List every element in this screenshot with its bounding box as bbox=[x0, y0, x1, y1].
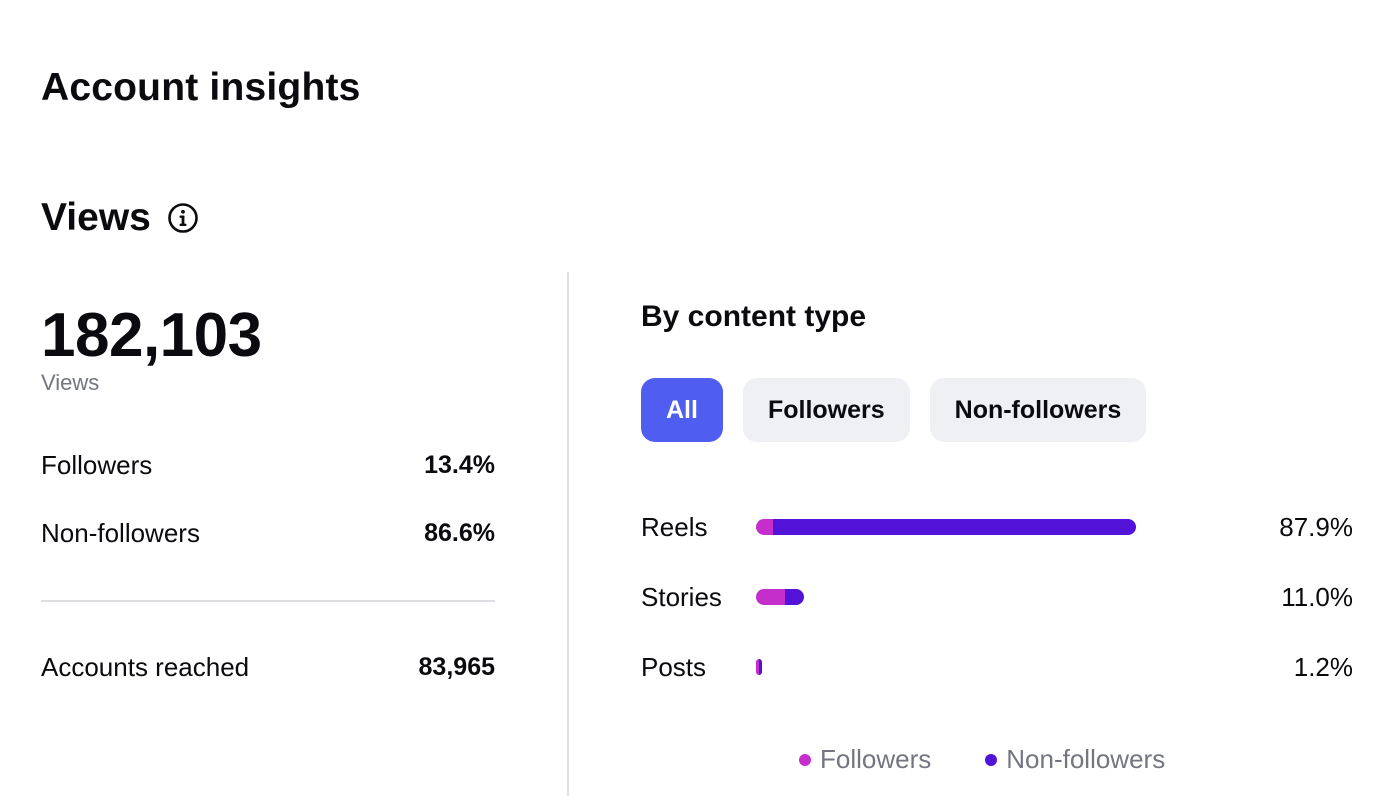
chart-legend: Followers Non-followers bbox=[799, 744, 1219, 775]
bar-label: Reels bbox=[641, 512, 708, 542]
stat-row-followers: Followers 13.4% bbox=[41, 450, 495, 481]
bar-posts[interactable] bbox=[756, 659, 762, 675]
bar-value-label: 11.0% bbox=[1281, 582, 1353, 612]
followers-dot-icon bbox=[799, 753, 811, 766]
legend-item-non-followers: Non-followers bbox=[985, 744, 1165, 775]
stats-divider bbox=[41, 600, 495, 602]
views-total: 182,103 bbox=[41, 301, 262, 370]
content-type-title: By content type bbox=[641, 300, 867, 333]
bar-reels[interactable] bbox=[756, 519, 1136, 535]
panel-divider bbox=[567, 272, 569, 796]
views-total-caption: Views bbox=[41, 370, 100, 395]
bar-stories[interactable] bbox=[756, 589, 804, 605]
stat-label: Accounts reached bbox=[41, 652, 250, 682]
bar-track bbox=[756, 659, 1188, 675]
views-summary-panel: 182,103 Views Followers 13.4% Non-follow… bbox=[41, 300, 495, 682]
bar-track bbox=[756, 589, 1188, 605]
bar-label: Posts bbox=[641, 652, 707, 682]
bar-value-label: 1.2% bbox=[1293, 652, 1353, 682]
bar-segment-non-followers bbox=[785, 589, 804, 605]
views-title: Views bbox=[41, 196, 151, 239]
legend-item-followers: Followers bbox=[799, 744, 931, 775]
bar-row-reels: Reels 87.9% bbox=[641, 507, 1353, 547]
tab-non-followers[interactable]: Non-followers bbox=[929, 378, 1147, 442]
stat-value: 83,965 bbox=[418, 653, 495, 681]
bar-segment-followers bbox=[756, 519, 773, 535]
bar-segment-non-followers bbox=[772, 519, 1136, 535]
stat-label: Non-followers bbox=[41, 518, 200, 548]
bar-value-label: 87.9% bbox=[1279, 512, 1353, 542]
legend-label: Followers bbox=[820, 744, 932, 774]
stat-row-non-followers: Non-followers 86.6% bbox=[41, 518, 495, 549]
stat-row-accounts-reached: Accounts reached 83,965 bbox=[41, 652, 495, 683]
content-type-panel: By content type All Followers Non-follow… bbox=[641, 300, 1361, 796]
bar-track bbox=[756, 519, 1188, 535]
tab-followers[interactable]: Followers bbox=[742, 378, 910, 442]
bar-row-stories: Stories 11.0% bbox=[641, 577, 1353, 617]
stat-label: Followers bbox=[41, 450, 153, 480]
legend-label: Non-followers bbox=[1006, 744, 1166, 774]
bar-segment-followers bbox=[756, 659, 759, 675]
tab-all[interactable]: All bbox=[641, 378, 723, 442]
bar-row-posts: Posts 1.2% bbox=[641, 647, 1353, 687]
non-followers-dot-icon bbox=[985, 753, 998, 766]
bar-segment-followers bbox=[756, 589, 786, 605]
bar-segment-non-followers bbox=[758, 659, 762, 675]
page-title: Account insights bbox=[41, 66, 361, 109]
views-section-header: Views bbox=[41, 196, 199, 240]
stat-value: 13.4% bbox=[424, 451, 495, 479]
content-type-tabs: All Followers Non-followers bbox=[641, 378, 1166, 442]
bar-label: Stories bbox=[641, 582, 722, 612]
stat-value: 86.6% bbox=[424, 519, 495, 547]
info-circle-icon[interactable] bbox=[167, 202, 199, 234]
